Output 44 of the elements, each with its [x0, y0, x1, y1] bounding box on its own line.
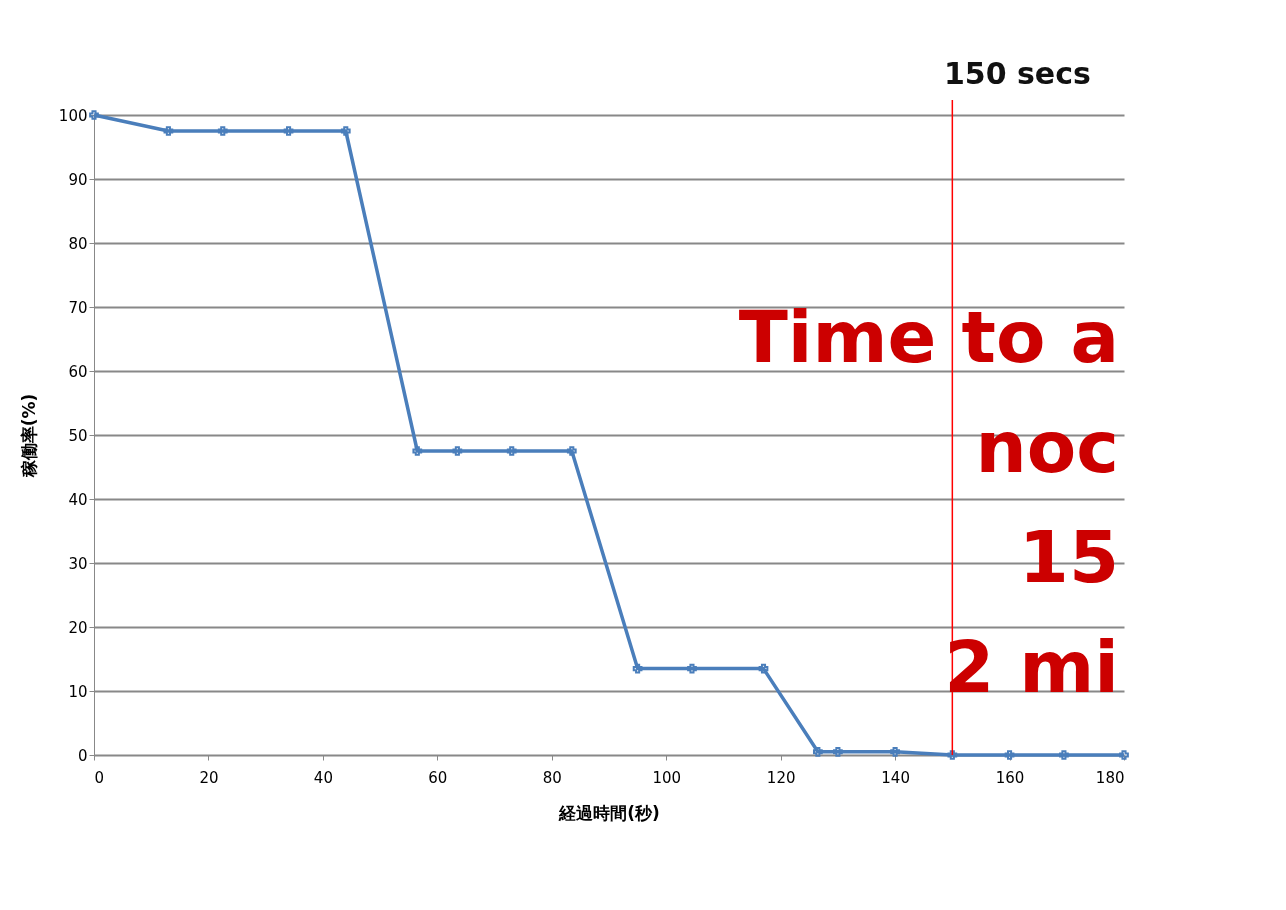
y-tick-label: 10	[68, 682, 88, 701]
point	[890, 746, 900, 757]
annotation: noc	[975, 405, 1119, 489]
x-tick-label: 100	[652, 768, 682, 787]
y-tick-label: 20	[68, 618, 88, 637]
point	[947, 750, 958, 760]
point	[758, 663, 769, 674]
x-tick-label: 20	[199, 768, 219, 787]
point	[1059, 750, 1069, 760]
point	[452, 446, 463, 456]
y-tick-label: 0	[77, 746, 88, 765]
x-axis-title: 経過時間(秒)	[558, 802, 660, 823]
y-tick-label: 50	[68, 426, 88, 445]
x-tick-label: 60	[428, 768, 448, 787]
point	[1004, 750, 1015, 760]
point	[412, 446, 423, 456]
annotation: 15	[1018, 515, 1119, 599]
point	[687, 663, 697, 674]
y-tick-label: 30	[68, 554, 88, 573]
point	[283, 126, 294, 136]
point	[217, 126, 228, 136]
x-tick-label: 180	[1095, 768, 1125, 787]
point	[632, 663, 643, 674]
x-tick-label: 0	[94, 768, 105, 787]
point	[566, 446, 577, 456]
y-tick-label: 100	[58, 106, 88, 125]
x-tick-label: 140	[881, 768, 910, 787]
point	[833, 746, 843, 757]
y-tick-label: 80	[68, 234, 88, 253]
x-tick-label: 160	[995, 768, 1025, 787]
ref-line-label: 150 secs	[943, 56, 1091, 91]
point	[812, 746, 823, 757]
point	[506, 446, 517, 456]
x-tick-label: 80	[542, 768, 562, 787]
x-tick-label: 40	[313, 768, 333, 787]
y-tick-label: 90	[68, 170, 88, 189]
point	[340, 126, 351, 136]
y-tick-label: 60	[68, 362, 88, 381]
x-tick-label: 120	[766, 768, 796, 787]
point	[163, 126, 174, 136]
y-tick-label: 40	[68, 490, 88, 509]
y-tick-label: 70	[68, 298, 88, 317]
y-axis-title: 稼働率(%)	[18, 393, 39, 479]
annotation: Time to a	[738, 295, 1119, 379]
